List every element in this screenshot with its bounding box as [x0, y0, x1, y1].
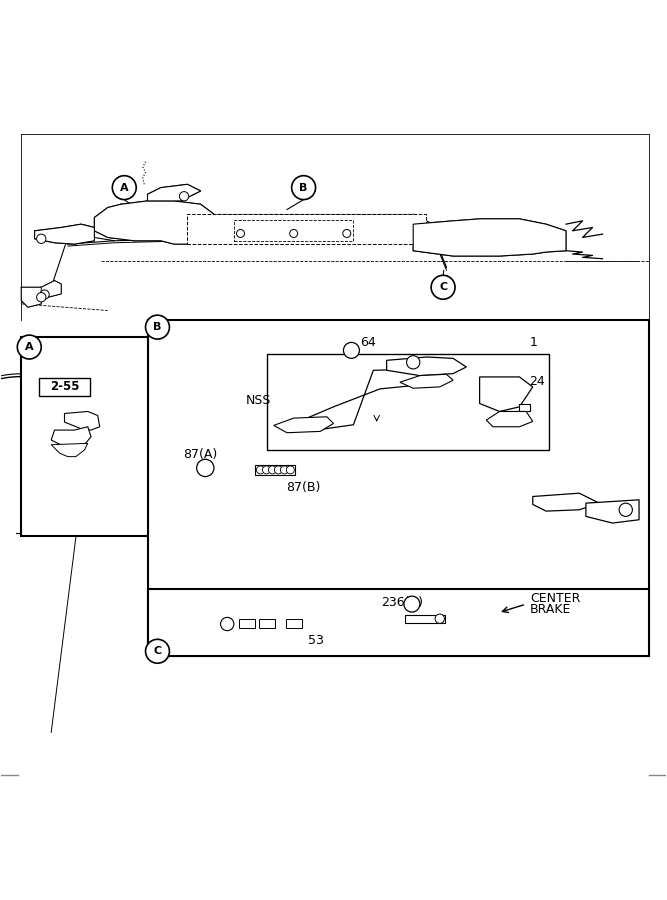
Text: 87(B): 87(B) [285, 482, 320, 494]
Circle shape [268, 466, 276, 474]
Text: 2-55: 2-55 [50, 381, 79, 393]
Text: 53: 53 [307, 634, 323, 647]
Polygon shape [273, 417, 334, 433]
Text: CENTER: CENTER [530, 591, 580, 605]
Text: 1: 1 [530, 336, 538, 349]
Polygon shape [414, 219, 566, 256]
Circle shape [17, 335, 41, 359]
Polygon shape [94, 201, 214, 244]
Bar [520, 403, 530, 411]
Polygon shape [400, 374, 453, 388]
Text: A: A [25, 342, 33, 352]
Text: NSS: NSS [246, 393, 271, 407]
Polygon shape [486, 411, 533, 427]
Polygon shape [387, 357, 466, 375]
Circle shape [197, 459, 214, 477]
Text: B: B [153, 322, 161, 332]
Text: A: A [120, 183, 129, 193]
Bar [39, 378, 91, 395]
Polygon shape [586, 500, 639, 523]
Circle shape [112, 176, 136, 200]
Bar [147, 320, 649, 656]
Circle shape [343, 230, 351, 238]
Text: BRAKE: BRAKE [530, 603, 572, 616]
Circle shape [145, 315, 169, 339]
Circle shape [291, 176, 315, 200]
Bar [187, 214, 426, 244]
Circle shape [221, 617, 234, 631]
Polygon shape [533, 493, 599, 511]
Polygon shape [65, 411, 99, 430]
Bar [406, 615, 445, 623]
Text: 64: 64 [360, 336, 376, 349]
Text: B: B [299, 183, 307, 193]
Circle shape [404, 596, 420, 612]
Text: 25: 25 [430, 358, 446, 372]
Circle shape [179, 192, 189, 201]
Circle shape [286, 466, 294, 474]
Bar [259, 619, 275, 628]
Circle shape [37, 234, 46, 243]
Polygon shape [51, 444, 88, 456]
Polygon shape [21, 287, 41, 307]
Bar [267, 354, 550, 450]
Circle shape [619, 503, 632, 517]
Circle shape [37, 292, 46, 302]
Bar [234, 220, 354, 241]
Text: C: C [439, 283, 447, 293]
Circle shape [237, 230, 245, 238]
Text: 24: 24 [530, 375, 545, 388]
Polygon shape [35, 281, 61, 301]
Circle shape [40, 290, 49, 299]
Circle shape [280, 466, 288, 474]
Polygon shape [147, 184, 201, 201]
Text: C: C [153, 646, 161, 656]
Circle shape [289, 230, 297, 238]
Text: 236(B): 236(B) [382, 597, 424, 609]
Bar [239, 619, 255, 628]
Bar [21, 338, 147, 536]
Circle shape [262, 466, 270, 474]
Polygon shape [35, 224, 94, 244]
Text: 87(A): 87(A) [183, 448, 217, 461]
Circle shape [344, 342, 360, 358]
Circle shape [256, 466, 264, 474]
Polygon shape [293, 369, 433, 431]
Circle shape [145, 639, 169, 663]
Circle shape [274, 466, 282, 474]
Circle shape [435, 614, 444, 624]
Polygon shape [51, 427, 91, 446]
Bar [255, 465, 295, 474]
Polygon shape [480, 377, 533, 411]
Circle shape [431, 275, 455, 299]
Circle shape [407, 356, 420, 369]
Bar [147, 590, 649, 656]
Bar [285, 619, 301, 628]
